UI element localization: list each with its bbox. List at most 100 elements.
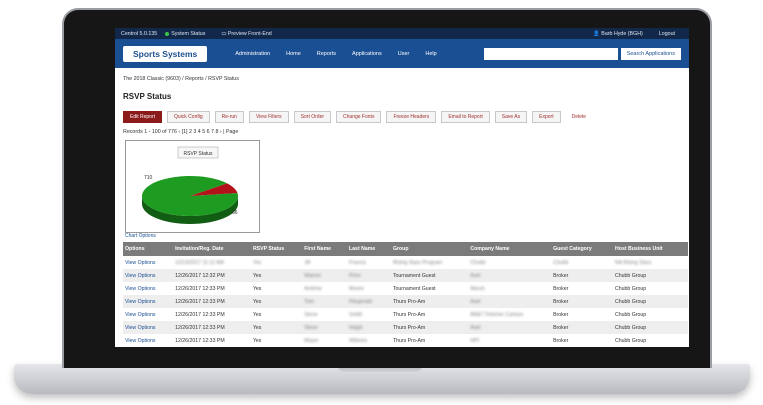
pie-svg: RSVP Status 710 66 (142, 146, 238, 224)
table-cell: 12/26/2017 12:33 PM (173, 321, 251, 334)
table-cell: Jill (304, 259, 311, 266)
nav-reports[interactable]: Reports (316, 50, 337, 57)
table-cell: Yes (252, 337, 262, 344)
nav-home[interactable]: Home (286, 50, 301, 57)
table-cell: Smith (349, 311, 363, 318)
table-row: View Options 12/13/2017 11:12 AM Yes Jill Fr… (123, 256, 688, 269)
table-cell: Chubb Group (615, 285, 647, 292)
view-options-link[interactable]: View Options (125, 337, 156, 344)
table-cell: Chubb (470, 259, 486, 266)
table-cell: Warren (302, 269, 347, 282)
column-header[interactable]: RSVP Status (250, 242, 303, 256)
view-options-link[interactable]: View Options (123, 295, 174, 308)
records-pager[interactable]: Records 1 - 100 of 776 ‹ [1] 2 3 4 5 6 7… (123, 129, 239, 135)
system-status-link[interactable]: System Status (165, 31, 213, 37)
rerun-button[interactable]: Re-run (214, 111, 244, 123)
column-header[interactable]: Company Name (468, 242, 552, 256)
slice-label-66: 66 (232, 210, 238, 216)
table-cell: 12/26/2017 12:33 PM (175, 311, 225, 318)
table-row: View Options 12/26/2017 12:33 PM Yes Andrew… (123, 282, 688, 295)
nav-applications[interactable]: Applications (352, 50, 382, 57)
table-cell: Thurs Pro-Am (390, 321, 469, 334)
column-header[interactable]: Invitation/Reg. Date (173, 242, 251, 256)
table-cell: Haigh (347, 321, 391, 334)
nav-help[interactable]: Help (425, 50, 437, 57)
email-report-button[interactable]: Email to Report (441, 111, 490, 123)
table-cell: Axel (468, 321, 552, 334)
view-options-link[interactable]: View Options (125, 311, 156, 318)
column-header[interactable]: First Name (302, 242, 347, 256)
table-cell: Chubb Group (615, 337, 647, 344)
nav-menu: Administration Home Reports Applications… (219, 51, 436, 57)
table-cell: Tom (302, 295, 347, 308)
table-cell: 12/26/2017 12:33 PM (175, 337, 225, 344)
chart-title-box (177, 146, 219, 159)
export-button[interactable]: Export (532, 111, 561, 123)
table-cell: Andrew (304, 285, 322, 292)
table-cell: Thurs Pro-Am (392, 311, 426, 318)
edit-report-button[interactable]: Edit Report (123, 111, 163, 123)
table-cell: Yes (250, 321, 303, 334)
table-cell: NA Rising Stars (615, 259, 652, 266)
brand-logo[interactable]: Sports Systems (123, 45, 208, 62)
user-label[interactable]: 👤 Barb Hyde (BGH) (593, 30, 643, 37)
table-cell: Steve (304, 311, 318, 318)
column-header[interactable]: Group (390, 242, 469, 256)
view-options-link[interactable]: View Options (125, 259, 156, 266)
nav-user[interactable]: User (397, 50, 410, 57)
save-as-button[interactable]: Save As (494, 111, 528, 123)
change-fonts-button[interactable]: Change Fonts (336, 111, 382, 123)
view-options-link[interactable]: View Options (125, 285, 156, 292)
chart-title: RSVP Status (183, 151, 213, 157)
column-header[interactable]: Options (123, 242, 174, 256)
view-options-link[interactable]: View Options (123, 269, 174, 282)
column-header[interactable]: Host Business Unit (613, 242, 688, 256)
table-cell: Yes (252, 259, 262, 266)
table-cell: Yes (252, 311, 262, 318)
freeze-headers-button[interactable]: Freeze Headers (386, 111, 437, 123)
table-cell: Francis (349, 259, 367, 266)
preview-link[interactable]: ▭ Preview Front-End (221, 30, 272, 37)
rsvp-pie-chart: RSVP Status 710 66 (125, 140, 260, 233)
table-body: View Options 12/13/2017 11:12 AM Yes Jill Fr… (123, 256, 688, 347)
table-cell: Yes (250, 269, 303, 282)
table-cell: Tournament Guest (390, 269, 469, 282)
column-header[interactable]: Last Name (347, 242, 391, 256)
table-cell: Broker (551, 321, 614, 334)
table-cell: Broker (553, 285, 569, 292)
table-cell: Yes (252, 285, 262, 292)
table-row: View Options 12/26/2017 12:33 PM Yes Steve S… (123, 308, 688, 321)
table-cell: 12/13/2017 11:12 AM (175, 259, 224, 266)
laptop-notch (337, 364, 423, 372)
view-filters-button[interactable]: View Filters (248, 111, 289, 123)
table-cell: Broker (553, 311, 569, 318)
table-header-row: Options Invitation/Reg. Date RSVP Status Fi… (123, 242, 688, 256)
slice-label-710: 710 (144, 175, 153, 181)
table-cell: BB&T Fletcher Carlson (470, 311, 524, 318)
logout-link[interactable]: Logout (658, 30, 675, 37)
sort-order-button[interactable]: Sort Order (293, 111, 332, 123)
table-row: View Options 12/26/2017 12:33 PM Yes Steve H… (123, 321, 688, 334)
search-button[interactable]: Search Applications (620, 47, 681, 60)
table-cell: Thurs Pro-Am (392, 337, 426, 344)
table-row: View Options 12/26/2017 12:33 PM Yes Tom Fit… (123, 295, 688, 308)
table-cell: Willems (349, 337, 368, 344)
action-toolbar: Edit Report Quick Config Re-run View Fil… (123, 111, 681, 123)
search-input[interactable] (483, 47, 618, 60)
table-cell: Broker (551, 295, 614, 308)
table-cell: Axel (468, 295, 552, 308)
version-label: Centrol 5.0.135 (121, 30, 158, 37)
table-cell: Chubb Group (613, 321, 688, 334)
table-cell: Chubb Group (615, 311, 647, 318)
top-status-bar: Centrol 5.0.135 System Status ▭ Preview … (115, 28, 689, 39)
table-cell: Chubb Group (613, 295, 688, 308)
table-cell: Moore (349, 285, 364, 292)
table-cell: 12/26/2017 12:33 PM (173, 295, 251, 308)
quick-config-button[interactable]: Quick Config (167, 111, 210, 123)
column-header[interactable]: Guest Category (551, 242, 614, 256)
page-title: RSVP Status (123, 92, 172, 101)
chart-options-link[interactable]: Chart Options (125, 233, 156, 239)
delete-button[interactable]: Delete (566, 112, 592, 122)
nav-administration[interactable]: Administration (235, 50, 271, 57)
view-options-link[interactable]: View Options (123, 321, 174, 334)
